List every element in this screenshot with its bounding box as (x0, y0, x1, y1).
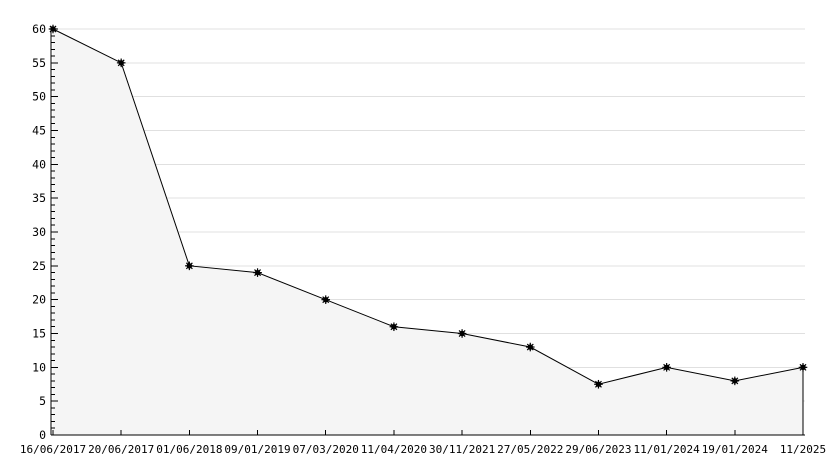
x-tick-label: 01/06/2018 (156, 443, 222, 456)
y-tick-label: 10 (32, 360, 46, 374)
x-tick-label: 07/03/2020 (293, 443, 359, 456)
y-tick-label: 0 (39, 428, 46, 442)
x-tick-label: 30/11/2021 (429, 443, 495, 456)
y-tick-label: 40 (32, 157, 46, 171)
price-line (52, 28, 804, 385)
x-tick-label: 11/04/2020 (361, 443, 427, 456)
data-point-marker (800, 364, 806, 371)
data-point-marker (323, 296, 329, 303)
x-tick-label: 11/01/2024 (634, 443, 701, 456)
data-point-marker (50, 26, 56, 32)
y-tick-label: 50 (32, 90, 46, 104)
x-tick-label: 09/01/2019 (224, 443, 290, 456)
y-tick-label: 20 (32, 293, 46, 307)
x-tick-label: 29/06/2023 (565, 443, 631, 456)
y-tick-label: 15 (32, 327, 46, 341)
x-tick-label: 20/06/2017 (88, 443, 154, 456)
data-point-marker (732, 378, 738, 384)
area-fill (53, 29, 803, 435)
data-point-marker (595, 381, 602, 387)
y-tick-label: 5 (39, 394, 46, 408)
data-point-marker (186, 263, 193, 269)
y-tick-label: 25 (32, 259, 46, 273)
data-point-marker (527, 344, 533, 350)
x-tick-label: 11/2025 (780, 443, 826, 456)
y-tick-label: 45 (32, 124, 46, 138)
data-point-marker (391, 324, 397, 330)
data-point-marker (663, 364, 670, 371)
y-tick-label: 60 (32, 22, 46, 36)
y-tick-label: 35 (32, 191, 46, 205)
x-tick-label: 16/06/2017 (20, 443, 86, 456)
x-tick-label: 27/05/2022 (497, 443, 563, 456)
y-tick-label: 55 (32, 56, 46, 70)
data-point-marker (459, 330, 465, 337)
x-tick-label: 19/01/2024 (702, 443, 769, 456)
data-point-marker (118, 60, 124, 66)
y-tick-label: 30 (32, 225, 46, 239)
data-point-marker (254, 269, 261, 276)
